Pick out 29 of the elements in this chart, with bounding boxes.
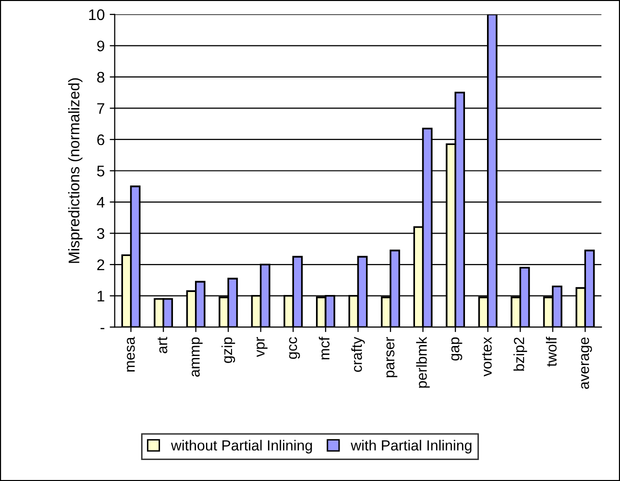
x-tick-label: mcf xyxy=(318,336,330,360)
x-tick-label: perlbmk xyxy=(416,336,430,388)
y-tick-label: 9 xyxy=(97,40,104,52)
y-tick-label: 4 xyxy=(96,197,105,208)
y-tick-label: - xyxy=(100,328,104,330)
x-tick-label: bzip2 xyxy=(513,338,528,371)
y-tick-label: 2 xyxy=(97,259,104,270)
y-tick-label: 6 xyxy=(97,134,104,146)
x-tick-label: vpr xyxy=(256,337,268,358)
x-tick-label: mesa xyxy=(126,336,135,372)
y-tick-label: 8 xyxy=(97,72,104,83)
x-tick-label: gcc xyxy=(289,337,300,359)
x-tick-label: parser xyxy=(386,337,398,378)
y-tick-label: 7 xyxy=(97,103,104,114)
y-tick-label: 10 xyxy=(89,9,104,20)
legend-label: without Partial Inlining xyxy=(170,440,312,454)
y-tick-label: 1 xyxy=(98,290,104,302)
y-tick-label: 3 xyxy=(97,228,104,239)
x-tick-label: gap xyxy=(451,337,462,361)
x-tick-label: vortex xyxy=(482,336,492,376)
x-tick-label: average xyxy=(581,337,592,389)
y-axis-title: Mispredictions (normalized) xyxy=(68,78,82,263)
y-tick-label: 5 xyxy=(97,166,104,176)
x-tick-label: crafty xyxy=(351,336,365,372)
x-tick-label: gzip xyxy=(221,337,236,363)
x-tick-label: ammp xyxy=(192,337,203,377)
x-tick-label: twolf xyxy=(546,336,557,367)
x-tick-label: art xyxy=(158,336,168,354)
legend-label: with Partial Inlining xyxy=(350,440,472,454)
